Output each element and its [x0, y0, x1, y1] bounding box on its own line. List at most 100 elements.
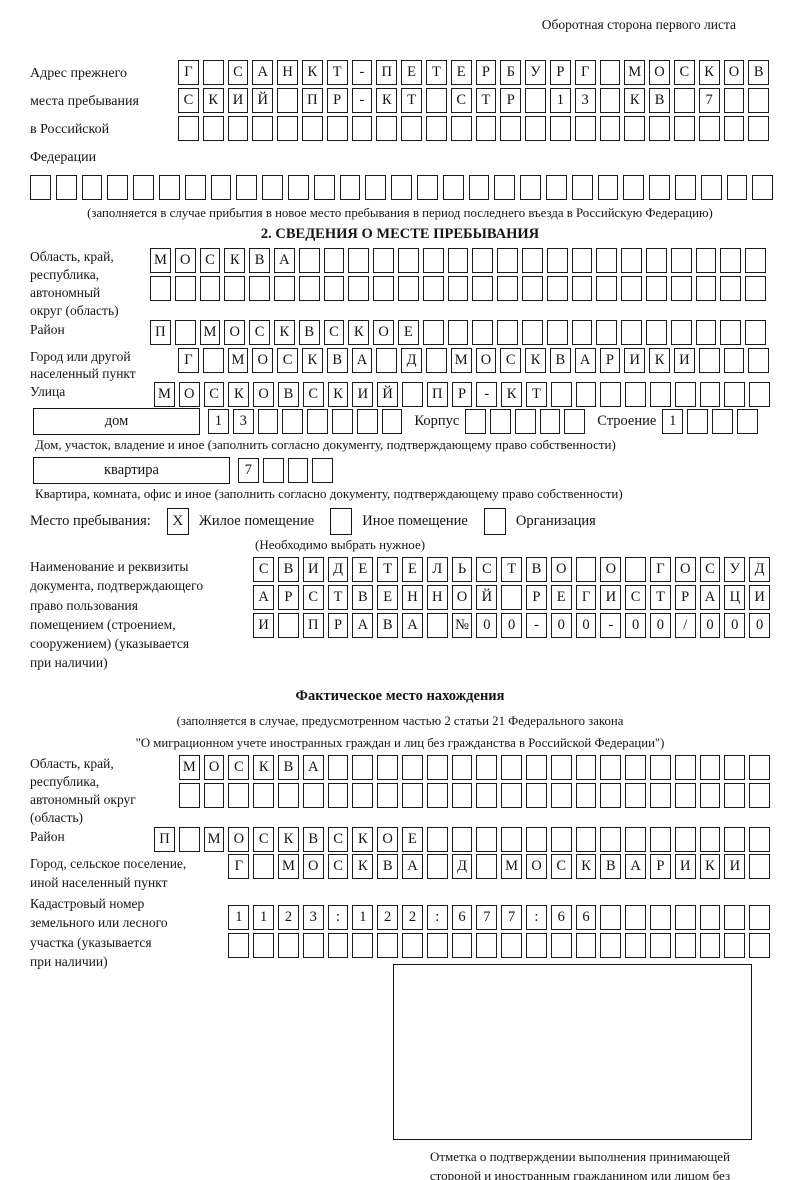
char-box[interactable]: О [377, 826, 399, 852]
char-box[interactable] [650, 826, 671, 852]
char-box[interactable] [236, 175, 258, 200]
char-box[interactable] [575, 782, 597, 808]
char-box[interactable] [178, 116, 199, 141]
char-box[interactable] [699, 932, 721, 958]
char-box[interactable] [546, 248, 568, 273]
char-box[interactable]: Г [574, 60, 596, 85]
char-box[interactable]: Ц [724, 585, 746, 610]
char-box[interactable] [521, 248, 543, 273]
char-box[interactable] [575, 557, 597, 582]
char-box[interactable] [720, 320, 742, 345]
char-box[interactable] [650, 754, 671, 780]
char-box[interactable] [500, 116, 522, 141]
char-box[interactable] [550, 932, 572, 958]
char-box[interactable] [749, 754, 770, 780]
stay-type-checkbox-organization[interactable] [483, 508, 506, 535]
char-box[interactable]: 0 [575, 613, 597, 638]
char-box[interactable] [351, 116, 373, 141]
char-box[interactable]: Р [500, 88, 522, 113]
char-box[interactable]: О [228, 826, 250, 852]
char-box[interactable] [674, 754, 696, 780]
char-box[interactable]: С [253, 557, 275, 582]
char-box[interactable]: И [352, 382, 374, 407]
char-box[interactable] [228, 932, 250, 958]
char-box[interactable]: М [154, 382, 175, 407]
char-box[interactable] [724, 932, 746, 958]
char-box[interactable]: У [724, 557, 746, 582]
char-box[interactable] [599, 116, 621, 141]
char-box[interactable] [745, 320, 766, 345]
char-box[interactable]: А [273, 248, 295, 273]
char-box[interactable] [422, 320, 444, 345]
char-box[interactable]: 2 [377, 904, 399, 930]
char-box[interactable] [575, 382, 597, 407]
char-box[interactable] [650, 932, 671, 958]
char-box[interactable] [425, 88, 447, 113]
char-box[interactable] [301, 116, 323, 141]
char-box[interactable] [621, 248, 642, 273]
char-box[interactable] [724, 782, 746, 808]
char-box[interactable]: С [253, 826, 275, 852]
char-box[interactable]: Р [674, 585, 696, 610]
char-box[interactable]: И [253, 613, 275, 638]
char-box[interactable]: К [501, 382, 523, 407]
char-box[interactable]: К [624, 88, 646, 113]
char-box[interactable]: С [476, 557, 498, 582]
char-box[interactable]: 0 [476, 613, 498, 638]
char-box[interactable] [298, 248, 320, 273]
char-box[interactable] [574, 116, 596, 141]
char-box[interactable] [447, 248, 469, 273]
char-box[interactable]: 7 [501, 904, 523, 930]
char-box[interactable] [202, 116, 224, 141]
char-box[interactable]: Т [377, 557, 399, 582]
char-box[interactable]: К [376, 88, 398, 113]
char-box[interactable] [352, 782, 374, 808]
char-box[interactable]: К [228, 382, 250, 407]
char-box[interactable] [278, 613, 299, 638]
char-box[interactable]: О [174, 248, 196, 273]
char-box[interactable]: 1 [208, 409, 229, 434]
char-box[interactable]: С [277, 348, 298, 373]
char-box[interactable] [376, 348, 398, 373]
char-box[interactable]: С [178, 88, 199, 113]
char-box[interactable] [749, 853, 770, 879]
char-box[interactable] [545, 175, 567, 200]
char-box[interactable] [174, 320, 196, 345]
char-box[interactable] [673, 116, 695, 141]
char-box[interactable]: 0 [501, 613, 523, 638]
char-box[interactable] [724, 904, 746, 930]
char-box[interactable]: И [674, 853, 696, 879]
char-box[interactable] [327, 932, 349, 958]
char-box[interactable]: М [624, 60, 646, 85]
char-box[interactable] [365, 175, 387, 200]
char-box[interactable] [323, 248, 345, 273]
char-box[interactable] [624, 116, 646, 141]
char-box[interactable]: С [199, 248, 221, 273]
char-box[interactable] [426, 613, 448, 638]
char-box[interactable] [253, 782, 275, 808]
char-box[interactable]: М [501, 853, 523, 879]
char-box[interactable]: Н [426, 585, 448, 610]
char-box[interactable] [526, 932, 547, 958]
char-box[interactable]: А [351, 348, 373, 373]
char-box[interactable]: Е [397, 320, 419, 345]
char-box[interactable]: Г [228, 853, 250, 879]
char-box[interactable]: Т [327, 585, 349, 610]
char-box[interactable] [416, 175, 438, 200]
char-box[interactable]: Р [650, 853, 671, 879]
char-box[interactable] [348, 248, 370, 273]
char-box[interactable]: О [302, 853, 324, 879]
char-box[interactable]: П [426, 382, 448, 407]
char-box[interactable]: И [749, 585, 770, 610]
char-box[interactable] [501, 754, 523, 780]
char-box[interactable] [514, 409, 536, 434]
char-box[interactable]: Т [526, 382, 547, 407]
char-box[interactable] [277, 116, 298, 141]
char-box[interactable] [600, 826, 622, 852]
char-box[interactable] [723, 88, 745, 113]
char-box[interactable]: Р [475, 60, 497, 85]
char-box[interactable]: Д [749, 557, 770, 582]
char-box[interactable]: Г [178, 60, 199, 85]
char-box[interactable]: - [351, 88, 373, 113]
char-box[interactable] [253, 932, 275, 958]
